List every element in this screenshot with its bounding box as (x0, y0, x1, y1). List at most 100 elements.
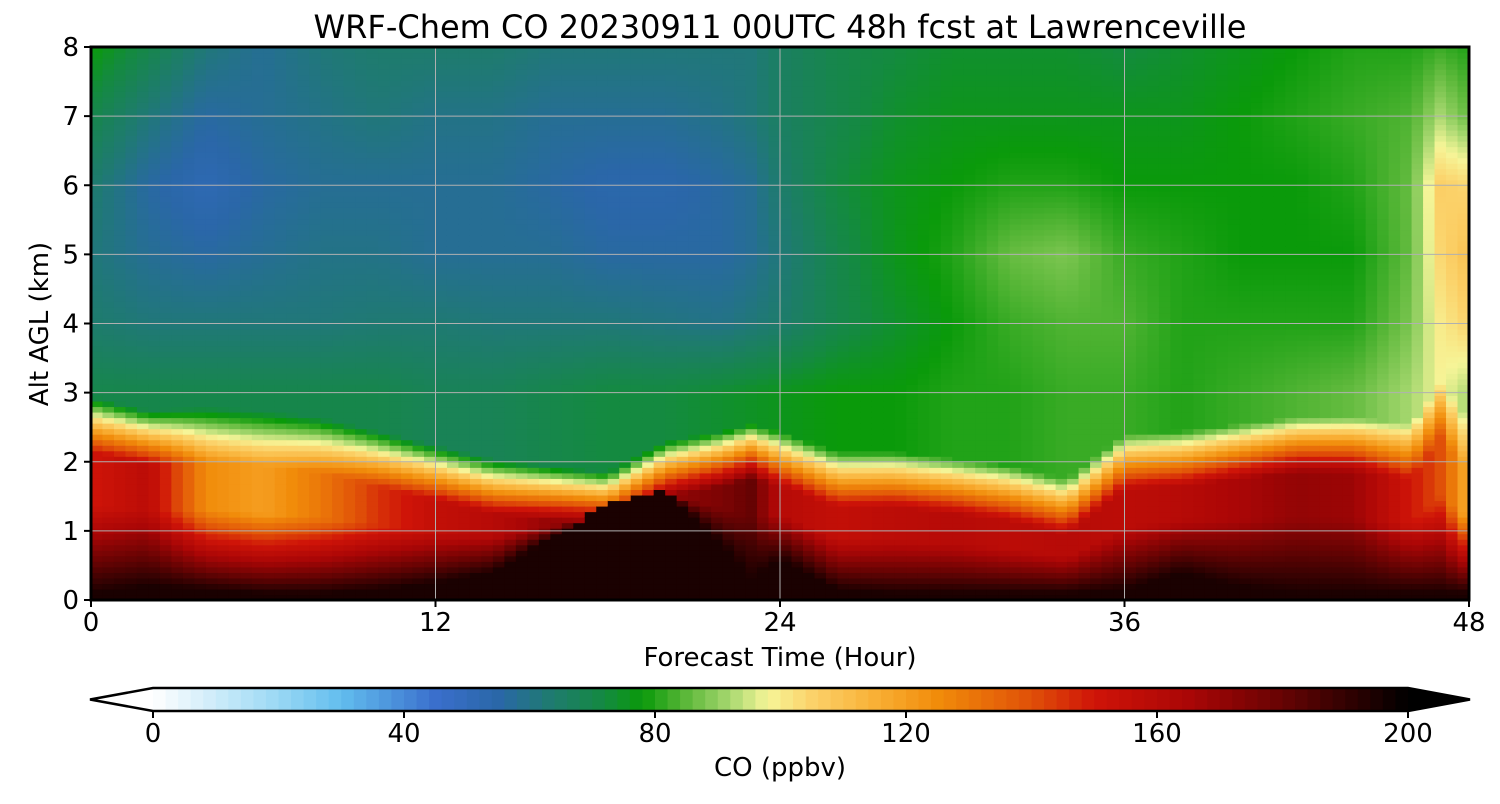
heatmap-cell (332, 196, 345, 203)
heatmap-cell (481, 91, 494, 98)
heatmap-cell (481, 118, 494, 126)
heatmap-cell (309, 163, 322, 170)
heatmap-cell (481, 102, 494, 109)
heatmap-cell (251, 572, 264, 579)
heatmap-cell (389, 428, 402, 435)
heatmap-cell (596, 550, 609, 557)
heatmap-cell (630, 179, 643, 186)
heatmap-cell (217, 163, 230, 170)
heatmap-cell (584, 489, 597, 496)
heatmap-cell (573, 351, 586, 358)
heatmap-cell (274, 467, 287, 474)
heatmap-cell (515, 572, 528, 579)
heatmap-cell (309, 539, 322, 546)
heatmap-cell (561, 439, 574, 446)
heatmap-cell (148, 312, 161, 319)
heatmap-cell (481, 312, 494, 319)
heatmap-cell (102, 218, 115, 225)
heatmap-cell (538, 295, 551, 302)
heatmap-cell (274, 356, 287, 363)
heatmap-cell (320, 539, 333, 546)
heatmap-cell (355, 517, 368, 524)
heatmap-cell (515, 417, 528, 424)
heatmap-cell (194, 268, 207, 275)
heatmap-cell (297, 461, 310, 468)
heatmap-cell (297, 185, 310, 192)
heatmap-cell (504, 539, 517, 546)
heatmap-cell (136, 588, 150, 596)
heatmap-cell (171, 367, 184, 374)
heatmap-cell (171, 240, 184, 247)
heatmap-cell (343, 58, 356, 65)
heatmap-cell (527, 290, 540, 297)
heatmap-cell (630, 257, 643, 264)
heatmap-cell (378, 483, 391, 490)
heatmap-cell (515, 279, 528, 286)
heatmap-cell (515, 240, 528, 247)
heatmap-cell (504, 445, 517, 452)
heatmap-cell (274, 240, 287, 247)
heatmap-cell (596, 190, 609, 197)
heatmap-cell (240, 511, 253, 518)
heatmap-cell (332, 107, 345, 114)
heatmap-cell (607, 63, 620, 70)
heatmap-cell (309, 235, 322, 242)
heatmap-cell (550, 500, 563, 507)
heatmap-cell (205, 124, 218, 131)
heatmap-cell (458, 500, 471, 507)
heatmap-cell (458, 235, 471, 242)
heatmap-cell (366, 351, 379, 358)
heatmap-cell (424, 461, 437, 468)
heatmap-cell (378, 306, 391, 314)
heatmap-cell (228, 295, 241, 302)
heatmap-cell (401, 555, 414, 562)
heatmap-cell (653, 190, 666, 197)
heatmap-cell (217, 179, 230, 186)
heatmap-cell (286, 395, 299, 402)
heatmap-cell (91, 494, 104, 502)
heatmap-cell (481, 135, 494, 142)
heatmap-cell (492, 395, 505, 402)
heatmap-cell (653, 511, 666, 518)
heatmap-cell (159, 174, 172, 181)
heatmap-cell (343, 539, 356, 546)
heatmap-cell (113, 118, 127, 126)
heatmap-cell (332, 317, 345, 325)
heatmap-cell (653, 185, 666, 192)
heatmap-cell (355, 594, 368, 600)
heatmap-cell (584, 91, 597, 98)
heatmap-cell (194, 218, 207, 225)
heatmap-cell (527, 555, 540, 562)
heatmap-cell (136, 406, 150, 413)
heatmap-cell (435, 174, 448, 181)
heatmap-cell (286, 212, 299, 220)
heatmap-cell (251, 196, 264, 203)
heatmap-cell (653, 533, 666, 540)
heatmap-cell (182, 96, 195, 103)
heatmap-cell (91, 146, 104, 153)
heatmap-cell (424, 201, 437, 208)
heatmap-cell (435, 301, 448, 308)
heatmap-cell (469, 163, 483, 170)
heatmap-cell (228, 345, 241, 352)
heatmap-cell (389, 472, 402, 479)
heatmap-cell (332, 301, 345, 308)
heatmap-cell (113, 362, 127, 369)
heatmap-cell (125, 351, 138, 358)
heatmap-cell (527, 235, 540, 242)
heatmap-cell (148, 223, 161, 231)
heatmap-cell (228, 555, 241, 562)
heatmap-cell (469, 196, 483, 203)
heatmap-cell (515, 406, 528, 413)
heatmap-cell (320, 411, 333, 419)
heatmap-cell (113, 240, 127, 247)
heatmap-cell (412, 80, 425, 87)
heatmap-cell (217, 384, 230, 391)
heatmap-cell (550, 273, 563, 280)
heatmap-cell (584, 356, 597, 363)
heatmap-cell (136, 445, 150, 452)
heatmap-cell (550, 69, 563, 76)
heatmap-cell (481, 539, 494, 546)
heatmap-cell (584, 472, 597, 479)
heatmap-cell (182, 201, 195, 208)
